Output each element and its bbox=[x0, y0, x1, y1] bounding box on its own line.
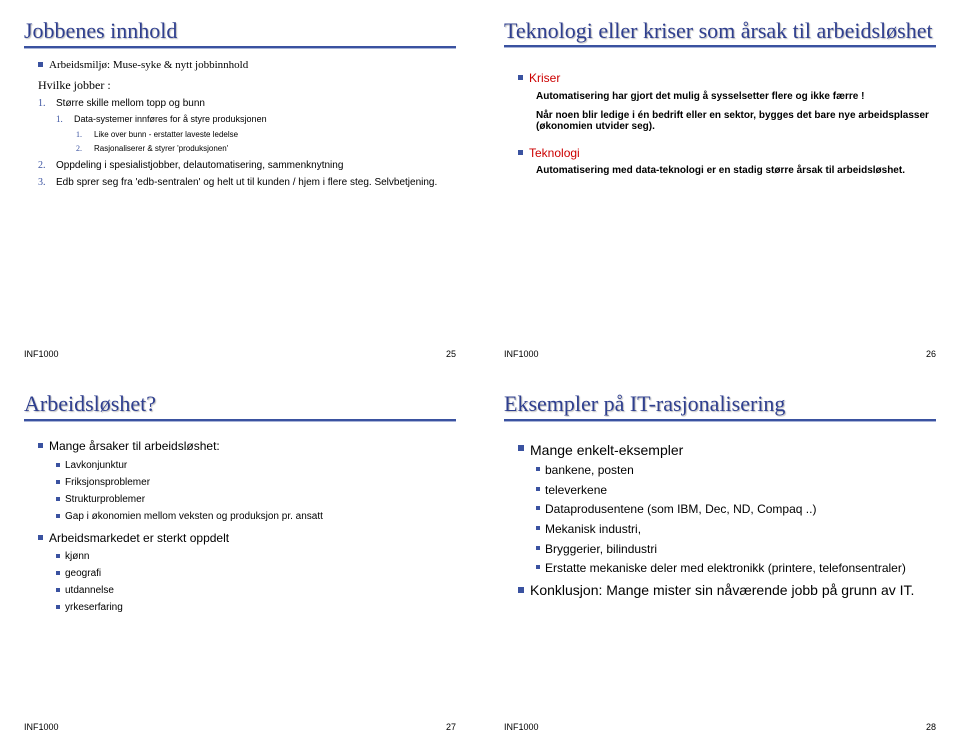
bullet-icon bbox=[38, 62, 43, 67]
num-1-1-2: 2. bbox=[76, 144, 88, 154]
list-item: Rasjonaliserer & styrer 'produksjonen' bbox=[94, 144, 228, 154]
num-2: 2. bbox=[38, 159, 50, 172]
list-item: Edb sprer seg fra 'edb-sentralen' og hel… bbox=[56, 176, 437, 189]
list-item: kjønn bbox=[65, 550, 89, 563]
list-item: Oppdeling i spesialistjobber, delautomat… bbox=[56, 159, 343, 172]
footer-page: 27 bbox=[446, 722, 456, 732]
bullet-icon bbox=[38, 443, 43, 448]
list-item: Større skille mellom topp og bunn bbox=[56, 97, 205, 110]
list-item: Data-systemer innføres for å styre produ… bbox=[74, 114, 267, 126]
which-label: Hvilke jobber : bbox=[24, 78, 456, 93]
slide-content: Kriser Automatisering har gjort det muli… bbox=[504, 57, 936, 349]
slide-title: Eksempler på IT-rasjonalisering bbox=[504, 391, 936, 417]
slide-title: Jobbenes innhold bbox=[24, 18, 456, 44]
footer-course: INF1000 bbox=[504, 349, 539, 359]
bullet-icon bbox=[518, 445, 524, 451]
bullet-icon bbox=[56, 605, 60, 609]
list-item: Lavkonjunktur bbox=[65, 459, 127, 472]
footer-page: 26 bbox=[926, 349, 936, 359]
title-rule bbox=[504, 45, 936, 47]
bullet-icon bbox=[518, 150, 523, 155]
bullet-icon bbox=[56, 480, 60, 484]
bullet-icon bbox=[38, 535, 43, 540]
heading: Arbeidsmarkedet er sterkt oppdelt bbox=[49, 531, 229, 547]
list-item: Mekanisk industri, bbox=[545, 522, 641, 538]
bullet-icon bbox=[56, 463, 60, 467]
list-item: utdannelse bbox=[65, 584, 114, 597]
bullet-icon bbox=[536, 506, 540, 510]
slide-28: Eksempler på IT-rasjonalisering Mange en… bbox=[480, 373, 960, 746]
bullet-icon bbox=[56, 497, 60, 501]
subtitle: Arbeidsmiljø: Muse-syke & nytt jobbinnho… bbox=[49, 58, 248, 72]
title-rule bbox=[504, 419, 936, 421]
bullet-icon bbox=[56, 571, 60, 575]
list-item: Bryggerier, bilindustri bbox=[545, 542, 657, 558]
bullet-icon bbox=[536, 526, 540, 530]
bullet-icon bbox=[536, 467, 540, 471]
list-item: geografi bbox=[65, 567, 101, 580]
num-1-1: 1. bbox=[56, 114, 68, 126]
list-item: Gap i økonomien mellom veksten og produk… bbox=[65, 510, 323, 523]
list-item: Friksjonsproblemer bbox=[65, 476, 150, 489]
heading-kriser: Kriser bbox=[529, 71, 560, 87]
bullet-icon bbox=[518, 75, 523, 80]
bullet-icon bbox=[536, 546, 540, 550]
slide-title: Arbeidsløshet? bbox=[24, 391, 456, 417]
slide-content: Arbeidsmiljø: Muse-syke & nytt jobbinnho… bbox=[24, 58, 456, 349]
bullet-icon bbox=[56, 554, 60, 558]
slide-27: Arbeidsløshet? Mange årsaker til arbeids… bbox=[0, 373, 480, 746]
footer-page: 28 bbox=[926, 722, 936, 732]
slide-footer: INF1000 28 bbox=[504, 722, 936, 732]
num-1-1-1: 1. bbox=[76, 130, 88, 140]
list-item: Dataprodusentene (som IBM, Dec, ND, Comp… bbox=[545, 502, 816, 518]
footer-course: INF1000 bbox=[24, 722, 59, 732]
footer-course: INF1000 bbox=[24, 349, 59, 359]
list-item: televerkene bbox=[545, 483, 607, 499]
slide-footer: INF1000 26 bbox=[504, 349, 936, 359]
bullet-icon bbox=[518, 587, 524, 593]
slide-footer: INF1000 25 bbox=[24, 349, 456, 359]
slide-content: Mange enkelt-eksempler bankene, posten t… bbox=[504, 431, 936, 722]
slide-26: Teknologi eller kriser som årsak til arb… bbox=[480, 0, 960, 373]
body-text: Automatisering med data-teknologi er en … bbox=[504, 165, 936, 176]
list-item: bankene, posten bbox=[545, 463, 634, 479]
title-rule bbox=[24, 419, 456, 421]
slide-title: Teknologi eller kriser som årsak til arb… bbox=[504, 18, 936, 43]
bullet-icon bbox=[536, 565, 540, 569]
num-3: 3. bbox=[38, 176, 50, 189]
footer-course: INF1000 bbox=[504, 722, 539, 732]
slide-footer: INF1000 27 bbox=[24, 722, 456, 732]
footer-page: 25 bbox=[446, 349, 456, 359]
heading-teknologi: Teknologi bbox=[529, 146, 580, 162]
body-text: Når noen blir ledige i én bedrift eller … bbox=[504, 110, 936, 132]
slide-25: Jobbenes innhold Arbeidsmiljø: Muse-syke… bbox=[0, 0, 480, 373]
conclusion: Konklusjon: Mange mister sin nåværende j… bbox=[530, 581, 914, 599]
bullet-icon bbox=[56, 588, 60, 592]
heading: Mange enkelt-eksempler bbox=[530, 441, 683, 459]
bullet-icon bbox=[56, 514, 60, 518]
list-item: yrkeserfaring bbox=[65, 601, 123, 614]
list-item: Strukturproblemer bbox=[65, 493, 145, 506]
list-item: Like over bunn - erstatter laveste ledel… bbox=[94, 130, 238, 140]
slide-content: Mange årsaker til arbeidsløshet: Lavkonj… bbox=[24, 431, 456, 722]
bullet-icon bbox=[536, 487, 540, 491]
num-1: 1. bbox=[38, 97, 50, 110]
list-item: Erstatte mekaniske deler med elektronikk… bbox=[545, 561, 906, 577]
title-rule bbox=[24, 46, 456, 48]
body-text: Automatisering har gjort det mulig å sys… bbox=[504, 91, 936, 102]
heading: Mange årsaker til arbeidsløshet: bbox=[49, 439, 220, 455]
